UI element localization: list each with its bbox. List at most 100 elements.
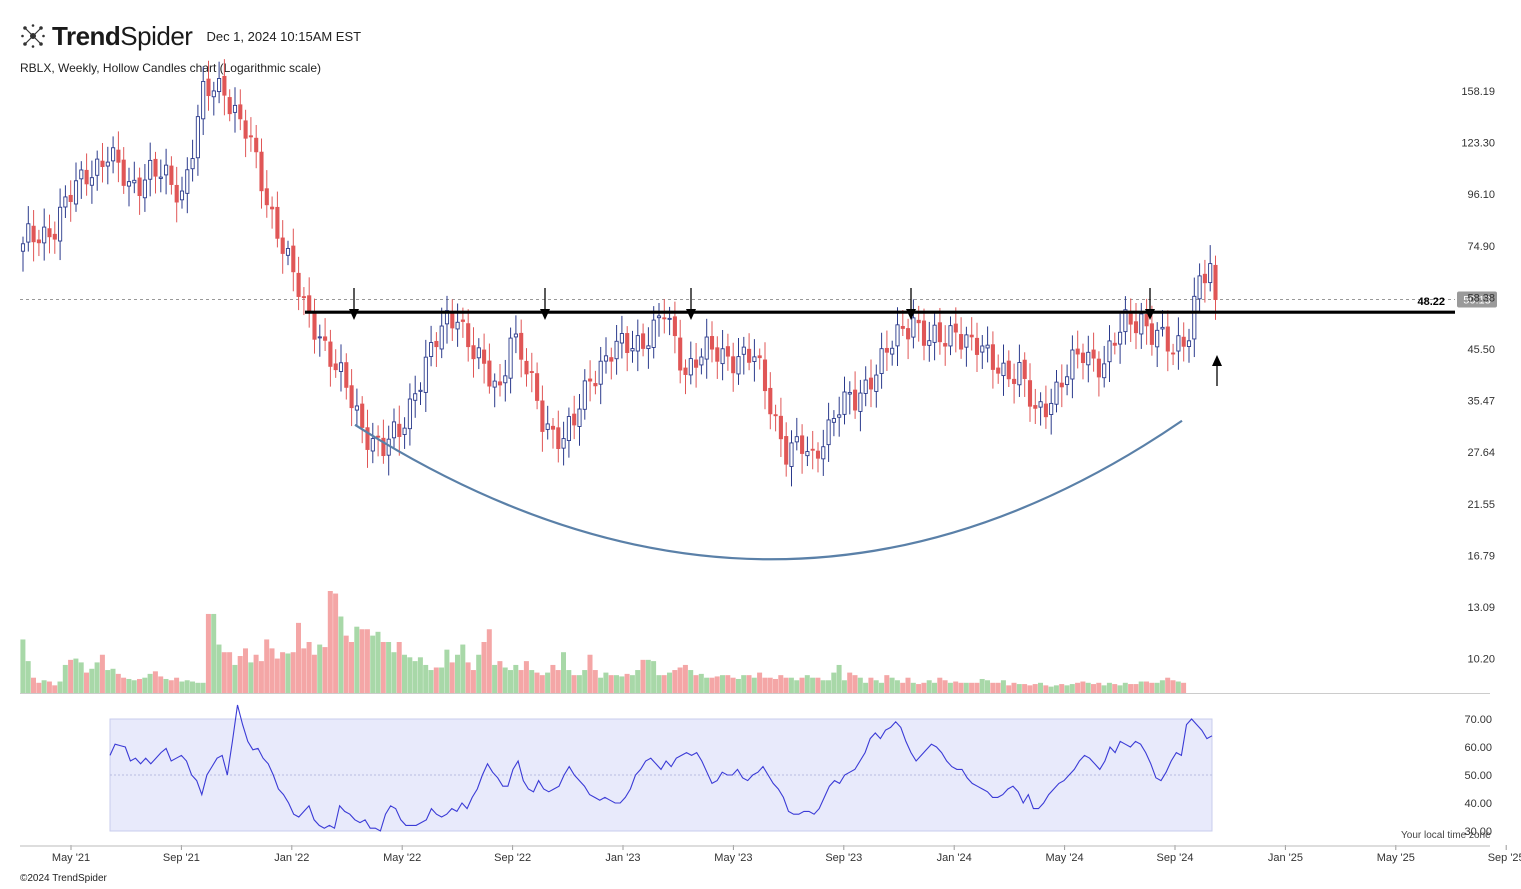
- volume-bar: [905, 677, 911, 693]
- volume-bar: [571, 675, 577, 693]
- price-axis-tick: 96.10: [1467, 189, 1495, 201]
- volume-bar: [211, 613, 217, 693]
- volume-bar: [327, 591, 333, 693]
- volume-bar: [1091, 684, 1096, 693]
- candle: [863, 366, 868, 407]
- candle: [757, 348, 762, 370]
- candle: [179, 176, 185, 209]
- time-axis-tick: Jan '22: [274, 852, 309, 864]
- volume-bar: [1175, 681, 1181, 693]
- candle: [1070, 335, 1075, 399]
- volume-bar: [900, 682, 906, 693]
- candle: [243, 109, 248, 158]
- volume-bar: [1069, 684, 1075, 693]
- candle: [990, 331, 995, 389]
- candle: [688, 341, 693, 385]
- volume-bar: [439, 667, 445, 693]
- candle: [1202, 259, 1207, 303]
- volume-bar: [248, 662, 254, 693]
- candle: [89, 160, 94, 204]
- candle: [540, 385, 545, 452]
- candle: [752, 339, 757, 382]
- candle: [20, 236, 26, 272]
- volume-bar: [317, 644, 323, 693]
- volume-bar: [942, 680, 948, 693]
- candle: [148, 142, 153, 197]
- candle: [529, 352, 534, 393]
- candle: [826, 402, 831, 462]
- candle: [535, 362, 540, 410]
- candle: [413, 375, 418, 418]
- candle: [264, 170, 269, 218]
- candle: [895, 307, 900, 367]
- candle: [561, 421, 566, 466]
- candle: [63, 185, 68, 218]
- volume-bar: [333, 593, 339, 693]
- volume-bar: [656, 675, 662, 693]
- rounding-bottom-curve: [354, 419, 1183, 561]
- candle: [868, 359, 874, 408]
- candle: [164, 148, 169, 195]
- volume-bar: [221, 652, 227, 693]
- volume-bar: [84, 672, 89, 693]
- candle: [1043, 385, 1048, 429]
- candle: [794, 417, 799, 451]
- volume-bar: [783, 677, 789, 693]
- volume-bar: [243, 648, 248, 693]
- volume-bar: [121, 677, 127, 693]
- candle: [402, 417, 407, 449]
- candle: [73, 162, 79, 212]
- volume-bar: [147, 673, 153, 693]
- time-axis-tick: May '22: [383, 852, 421, 864]
- candle: [921, 308, 927, 361]
- volume-bar: [502, 667, 508, 693]
- candle: [285, 240, 291, 266]
- candle: [635, 319, 640, 372]
- time-axis-tick: Sep '23: [825, 852, 862, 864]
- candle: [47, 214, 52, 254]
- volume-bar: [137, 678, 142, 693]
- volume-bar: [1170, 680, 1176, 693]
- candle: [270, 196, 275, 229]
- volume-bar: [661, 675, 667, 693]
- candle: [566, 407, 571, 458]
- candle: [1213, 255, 1218, 320]
- candle: [927, 321, 932, 362]
- volume-bar: [608, 675, 614, 693]
- candle: [508, 327, 513, 394]
- volume-bar: [868, 677, 874, 693]
- volume-bar: [52, 685, 58, 693]
- volume-bar: [985, 680, 990, 693]
- candle: [1017, 344, 1022, 397]
- candle: [943, 325, 948, 366]
- volume-bar: [1165, 677, 1171, 693]
- volume-bar: [481, 642, 487, 693]
- volume-bar: [757, 672, 763, 693]
- candle: [100, 142, 105, 183]
- volume-bar: [1154, 682, 1160, 693]
- candle: [280, 220, 285, 274]
- down-arrow-icon: [1145, 288, 1155, 320]
- volume-bar: [953, 681, 959, 693]
- volume-bar: [889, 677, 895, 693]
- volume-bar: [667, 672, 672, 693]
- volume-bar: [1022, 684, 1028, 693]
- volume-bar: [444, 649, 450, 693]
- volume-bar: [873, 680, 879, 693]
- rsi-line: [109, 704, 1213, 832]
- price-axis-tick: 13.09: [1467, 602, 1495, 614]
- candle: [365, 409, 370, 468]
- volume-bar: [1027, 685, 1033, 693]
- volume-bar: [974, 682, 980, 693]
- candle: [853, 371, 858, 419]
- candle: [259, 138, 264, 209]
- candle: [407, 383, 412, 446]
- down-arrow-icon: [540, 288, 550, 320]
- volume-bar: [629, 675, 635, 693]
- candle: [450, 299, 455, 341]
- candle: [741, 336, 746, 375]
- volume-bar: [258, 661, 264, 693]
- candle: [656, 302, 662, 337]
- volume-bar: [476, 654, 482, 693]
